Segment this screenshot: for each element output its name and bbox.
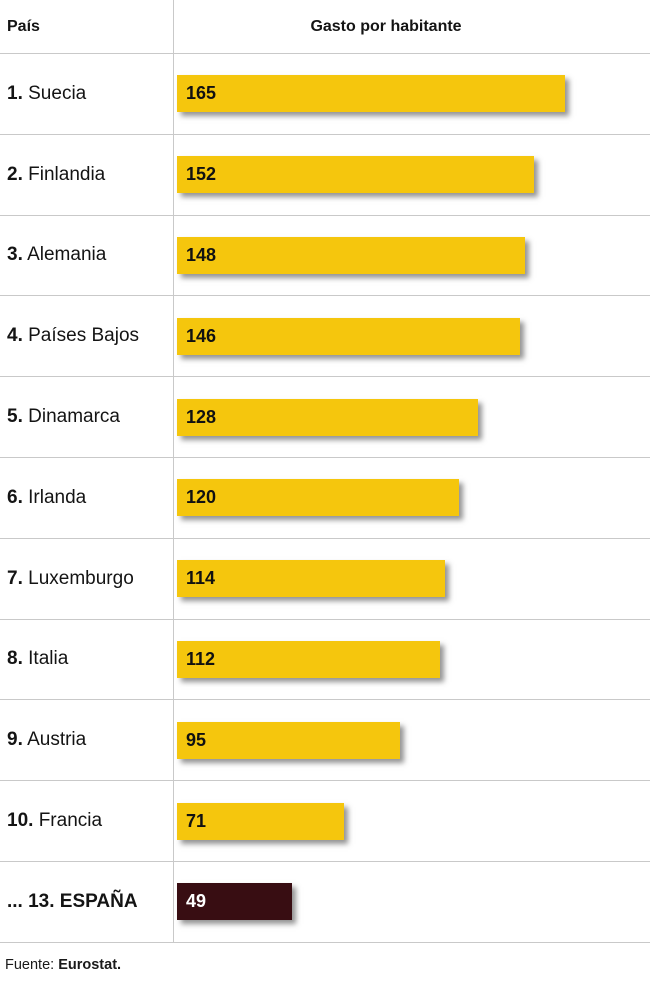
country-rank: 9. [7,729,23,751]
bar-cell: 148 [174,216,650,296]
country-label: 7. Luxemburgo [7,568,134,590]
country-cell: 1. Suecia [0,54,174,134]
country-rank: 1. [7,82,23,104]
country-column-header: País [7,17,40,35]
value-bar: 128 [177,398,478,436]
country-rank: 6. [7,486,23,508]
table-row: 3. Alemania 148 [0,215,650,297]
country-rank: 8. [7,648,23,670]
bar-cell: 128 [174,377,650,457]
value-bar: 71 [177,802,344,840]
value-bar: 95 [177,721,401,759]
header-cell-value: Gasto por habitante [174,0,650,53]
bar-cell: 165 [174,54,650,134]
country-label: 4. Países Bajos [7,325,139,347]
country-cell: 6. Irlanda [0,457,174,538]
value-bar-highlighted: 49 [177,883,293,921]
country-rank: 5. [7,406,23,428]
bar-cell: 112 [174,620,650,700]
country-cell: 3. Alemania [0,215,174,296]
country-name: Irlanda [22,486,87,508]
value-bar: 148 [177,236,525,274]
country-name: Austria [22,729,87,751]
country-rank: 7. [7,567,23,589]
country-label: 1. Suecia [7,83,86,105]
value-bar: 146 [177,317,521,355]
country-cell: 2. Finlandia [0,134,174,215]
country-cell: 4. Países Bajos [0,296,174,377]
value-bar: 114 [177,560,445,598]
source-label: Fuente: [5,956,55,973]
country-label: 3. Alemania [7,244,106,266]
country-label: 2. Finlandia [7,164,105,186]
country-cell: 5. Dinamarca [0,377,174,457]
bar-cell: 146 [174,296,650,376]
country-rank: 10. [7,810,34,832]
country-name: Luxemburgo [22,567,134,589]
table-row: 1. Suecia 165 [0,54,650,135]
table-row: 9. Austria 95 [0,700,650,782]
table-row: 8. Italia 112 [0,619,650,701]
value-bar: 112 [177,640,441,678]
table-row: 5. Dinamarca 128 [0,377,650,458]
table-row: 2. Finlandia 152 [0,134,650,216]
bar-cell: 152 [174,135,650,215]
country-name: Dinamarca [22,406,121,428]
country-rank: ... 13. [7,890,55,912]
country-label: 5. Dinamarca [7,406,120,428]
header-cell-country: País [0,0,174,53]
country-name: Países Bajos [22,325,140,347]
country-cell: 10. Francia [0,781,174,861]
value-bar: 165 [177,75,565,113]
country-cell: 8. Italia [0,619,174,700]
value-column-header: Gasto por habitante [310,17,462,35]
chart-rows: 1. Suecia 165 2. Finlandia 152 3. Alemania 14… [0,54,650,943]
country-name: Francia [33,810,103,832]
value-bar: 152 [177,156,535,194]
table-header-row: País Gasto por habitante [0,0,650,54]
country-name: Italia [22,648,69,670]
country-rank: 3. [7,244,23,266]
table-row: 10. Francia 71 [0,781,650,862]
country-label: 8. Italia [7,648,68,670]
country-label: 6. Irlanda [7,487,86,509]
country-cell: 7. Luxemburgo [0,538,174,619]
country-name: ESPAÑA [54,890,138,912]
table-row: 4. Países Bajos 146 [0,296,650,378]
table-row: ... 13. ESPAÑA 49 [0,861,650,943]
country-rank: 4. [7,325,23,347]
country-name: Finlandia [22,163,106,185]
country-label: ... 13. ESPAÑA [7,891,138,913]
bar-cell: 120 [174,458,650,538]
bar-cell: 49 [174,862,650,942]
country-label: 10. Francia [7,810,102,832]
bar-cell: 95 [174,700,650,780]
bar-cell: 114 [174,539,650,619]
country-rank: 2. [7,163,23,185]
country-label: 9. Austria [7,729,86,751]
table-row: 7. Luxemburgo 114 [0,538,650,620]
value-bar: 120 [177,479,459,517]
table-row: 6. Irlanda 120 [0,457,650,539]
country-name: Suecia [22,82,87,104]
country-cell: ... 13. ESPAÑA [0,861,174,942]
country-name: Alemania [22,244,107,266]
source-name: Eurostat. [58,956,122,973]
country-cell: 9. Austria [0,700,174,781]
source-footer: Fuente: Eurostat. [0,943,650,973]
bar-cell: 71 [174,781,650,861]
